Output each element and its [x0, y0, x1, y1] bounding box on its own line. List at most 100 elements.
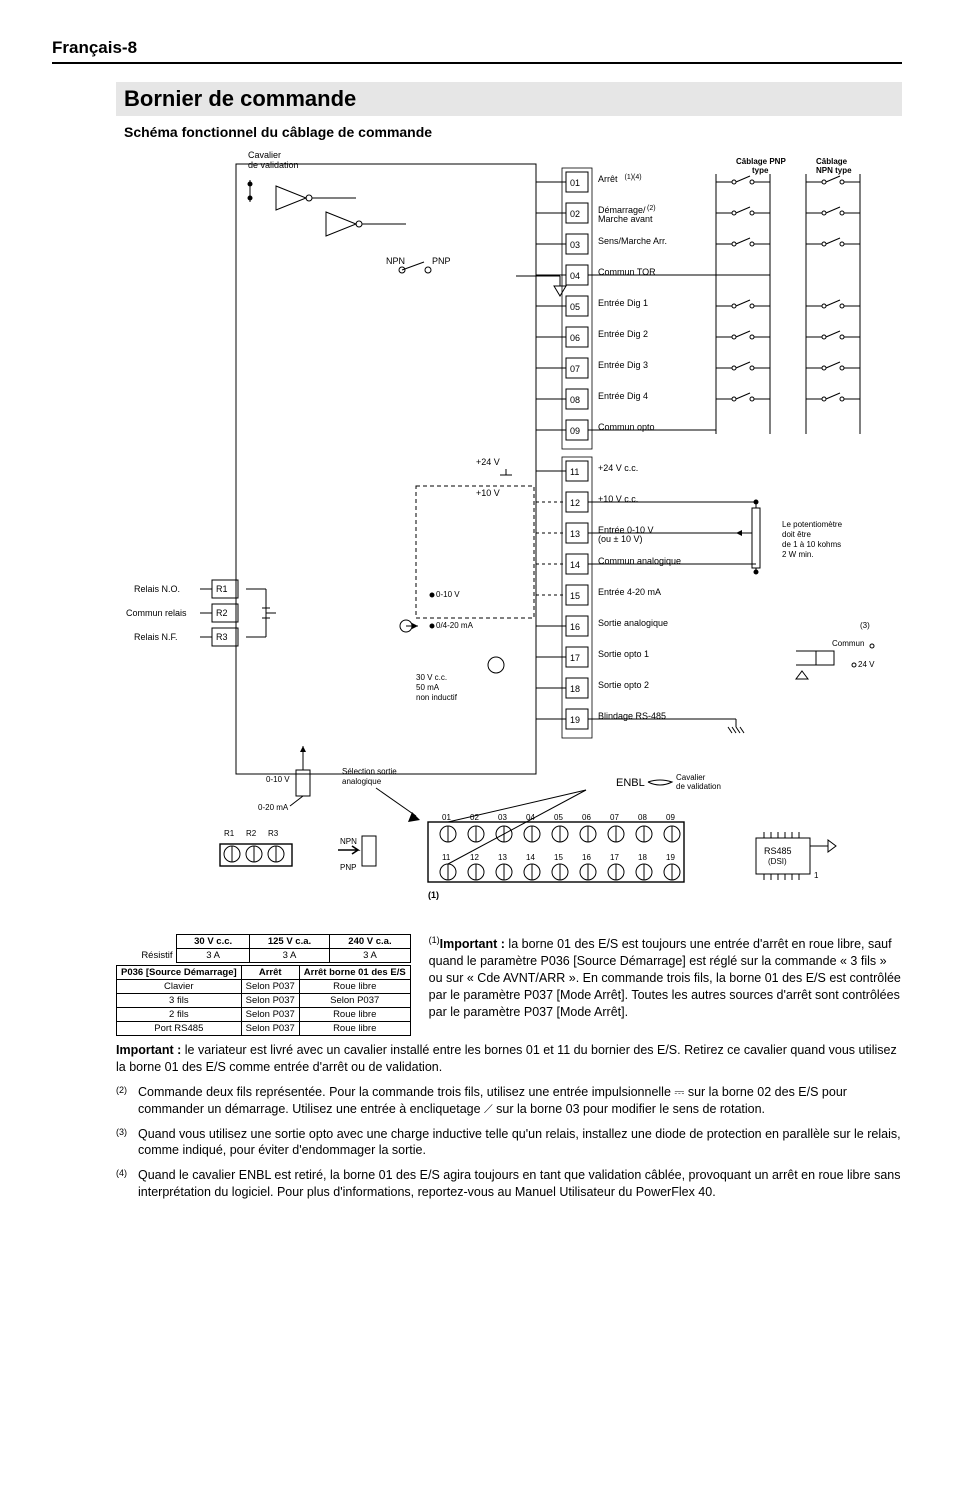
- rating-cell: 3 A: [249, 949, 329, 963]
- source-cell: 3 fils: [117, 994, 242, 1008]
- svg-text:01: 01: [442, 813, 451, 822]
- svg-text:2 W min.: 2 W min.: [782, 550, 814, 559]
- rating-table: 30 V c.c.125 V c.a.240 V c.a.Résistif3 A…: [116, 934, 411, 963]
- svg-text:de validation: de validation: [248, 160, 299, 170]
- svg-text:+24 V c.c.: +24 V c.c.: [598, 463, 638, 473]
- svg-text:type: type: [752, 166, 769, 175]
- svg-text:Sortie opto 1: Sortie opto 1: [598, 649, 649, 659]
- footnote-text: Quand le cavalier ENBL est retiré, la bo…: [138, 1167, 902, 1201]
- svg-text:02: 02: [470, 813, 479, 822]
- svg-text:NPN type: NPN type: [816, 166, 852, 175]
- svg-text:0-10 V: 0-10 V: [436, 590, 460, 599]
- svg-text:doit être: doit être: [782, 530, 811, 539]
- svg-text:02: 02: [570, 209, 580, 219]
- svg-text:R2: R2: [246, 829, 257, 838]
- svg-text:13: 13: [570, 529, 580, 539]
- svg-text:1: 1: [814, 871, 819, 880]
- svg-text:04: 04: [570, 271, 580, 281]
- svg-text:NPN: NPN: [386, 256, 405, 266]
- svg-text:16: 16: [570, 622, 580, 632]
- svg-text:Câblage: Câblage: [816, 157, 848, 166]
- svg-text:05: 05: [554, 813, 563, 822]
- svg-text:+24 V: +24 V: [476, 457, 500, 467]
- svg-text:+10 V: +10 V: [476, 488, 500, 498]
- svg-text:PNP: PNP: [432, 256, 451, 266]
- svg-text:Relais N.O.: Relais N.O.: [134, 584, 180, 594]
- footnote: (3)Quand vous utilisez une sortie opto a…: [116, 1126, 902, 1160]
- svg-text:19: 19: [570, 715, 580, 725]
- svg-text:15: 15: [554, 853, 563, 862]
- svg-text:0-20 mA: 0-20 mA: [258, 803, 289, 812]
- svg-text:01: 01: [570, 178, 580, 188]
- svg-text:07: 07: [610, 813, 619, 822]
- footnote-sup: (4): [116, 1167, 138, 1201]
- svg-text:06: 06: [570, 333, 580, 343]
- svg-text:08: 08: [570, 395, 580, 405]
- svg-text:R1: R1: [224, 829, 235, 838]
- source-header: Arrêt: [241, 966, 299, 980]
- source-cell: Roue libre: [299, 1008, 410, 1022]
- subheading: Schéma fonctionnel du câblage de command…: [124, 124, 902, 140]
- source-cell: Roue libre: [299, 980, 410, 994]
- important-bold: Important :: [116, 1043, 181, 1057]
- svg-text:0/4-20 mA: 0/4-20 mA: [436, 621, 474, 630]
- footnote-sup: (3): [116, 1126, 138, 1160]
- rating-cell: Résistif: [116, 949, 177, 963]
- svg-text:non inductif: non inductif: [416, 693, 458, 702]
- svg-text:Commun relais: Commun relais: [126, 608, 187, 618]
- rating-cell: 3 A: [177, 949, 249, 963]
- footnote-sup: (2): [116, 1084, 138, 1118]
- svg-text:Cavalier: Cavalier: [676, 773, 706, 782]
- svg-text:Commun: Commun: [832, 639, 864, 648]
- svg-text:R1: R1: [216, 584, 228, 594]
- source-cell: Selon P037: [299, 994, 410, 1008]
- page-header: Français-8: [52, 38, 902, 64]
- svg-text:12: 12: [470, 853, 479, 862]
- note1-sup: (1): [429, 935, 440, 945]
- svg-text:09: 09: [570, 426, 580, 436]
- svg-text:RS485: RS485: [764, 846, 792, 856]
- source-cell: Clavier: [117, 980, 242, 994]
- svg-text:(ou ± 10 V): (ou ± 10 V): [598, 534, 642, 544]
- important-line: Important : le variateur est livré avec …: [116, 1042, 902, 1076]
- svg-text:17: 17: [570, 653, 580, 663]
- footnote-text: Quand vous utilisez une sortie opto avec…: [138, 1126, 902, 1160]
- rating-header: 240 V c.a.: [330, 935, 410, 949]
- rating-cell: 3 A: [330, 949, 410, 963]
- page-title: Bornier de commande: [124, 86, 902, 112]
- svg-text:de 1 à 10 kohms: de 1 à 10 kohms: [782, 540, 841, 549]
- svg-text:R2: R2: [216, 608, 228, 618]
- diagram: Cavalierde validationNPNPNP01Arrêt(1)(4)…: [116, 146, 902, 926]
- source-table: P036 [Source Démarrage]ArrêtArrêt borne …: [116, 965, 411, 1036]
- svg-text:09: 09: [666, 813, 675, 822]
- rating-header: 125 V c.a.: [249, 935, 329, 949]
- svg-text:16: 16: [582, 853, 591, 862]
- footnote: (4)Quand le cavalier ENBL est retiré, la…: [116, 1167, 902, 1201]
- svg-text:Sortie opto 2: Sortie opto 2: [598, 680, 649, 690]
- svg-text:11: 11: [570, 467, 579, 477]
- svg-text:30 V c.c.: 30 V c.c.: [416, 673, 447, 682]
- svg-text:14: 14: [570, 560, 580, 570]
- source-cell: Selon P037: [241, 1022, 299, 1036]
- important-text: le variateur est livré avec un cavalier …: [116, 1043, 897, 1074]
- source-cell: Selon P037: [241, 980, 299, 994]
- svg-text:18: 18: [570, 684, 580, 694]
- title-bar: Bornier de commande: [116, 82, 902, 116]
- svg-text:11: 11: [442, 853, 451, 862]
- svg-text:(DSI): (DSI): [768, 857, 787, 866]
- svg-text:Sens/Marche Arr.: Sens/Marche Arr.: [598, 236, 667, 246]
- svg-text:0-10 V: 0-10 V: [266, 775, 290, 784]
- source-cell: Port RS485: [117, 1022, 242, 1036]
- svg-text:(2): (2): [647, 205, 656, 212]
- svg-text:(1)(4): (1)(4): [625, 174, 642, 181]
- svg-text:de validation: de validation: [676, 782, 721, 791]
- svg-text:15: 15: [570, 591, 580, 601]
- svg-text:Sortie analogique: Sortie analogique: [598, 618, 668, 628]
- svg-text:Marche avant: Marche avant: [598, 214, 653, 224]
- rating-header: [116, 935, 177, 949]
- svg-text:Arrêt: Arrêt: [598, 174, 618, 184]
- svg-text:(1): (1): [428, 890, 439, 900]
- svg-text:NPN: NPN: [340, 837, 357, 846]
- svg-text:Entrée Dig 2: Entrée Dig 2: [598, 329, 648, 339]
- svg-text:19: 19: [666, 853, 675, 862]
